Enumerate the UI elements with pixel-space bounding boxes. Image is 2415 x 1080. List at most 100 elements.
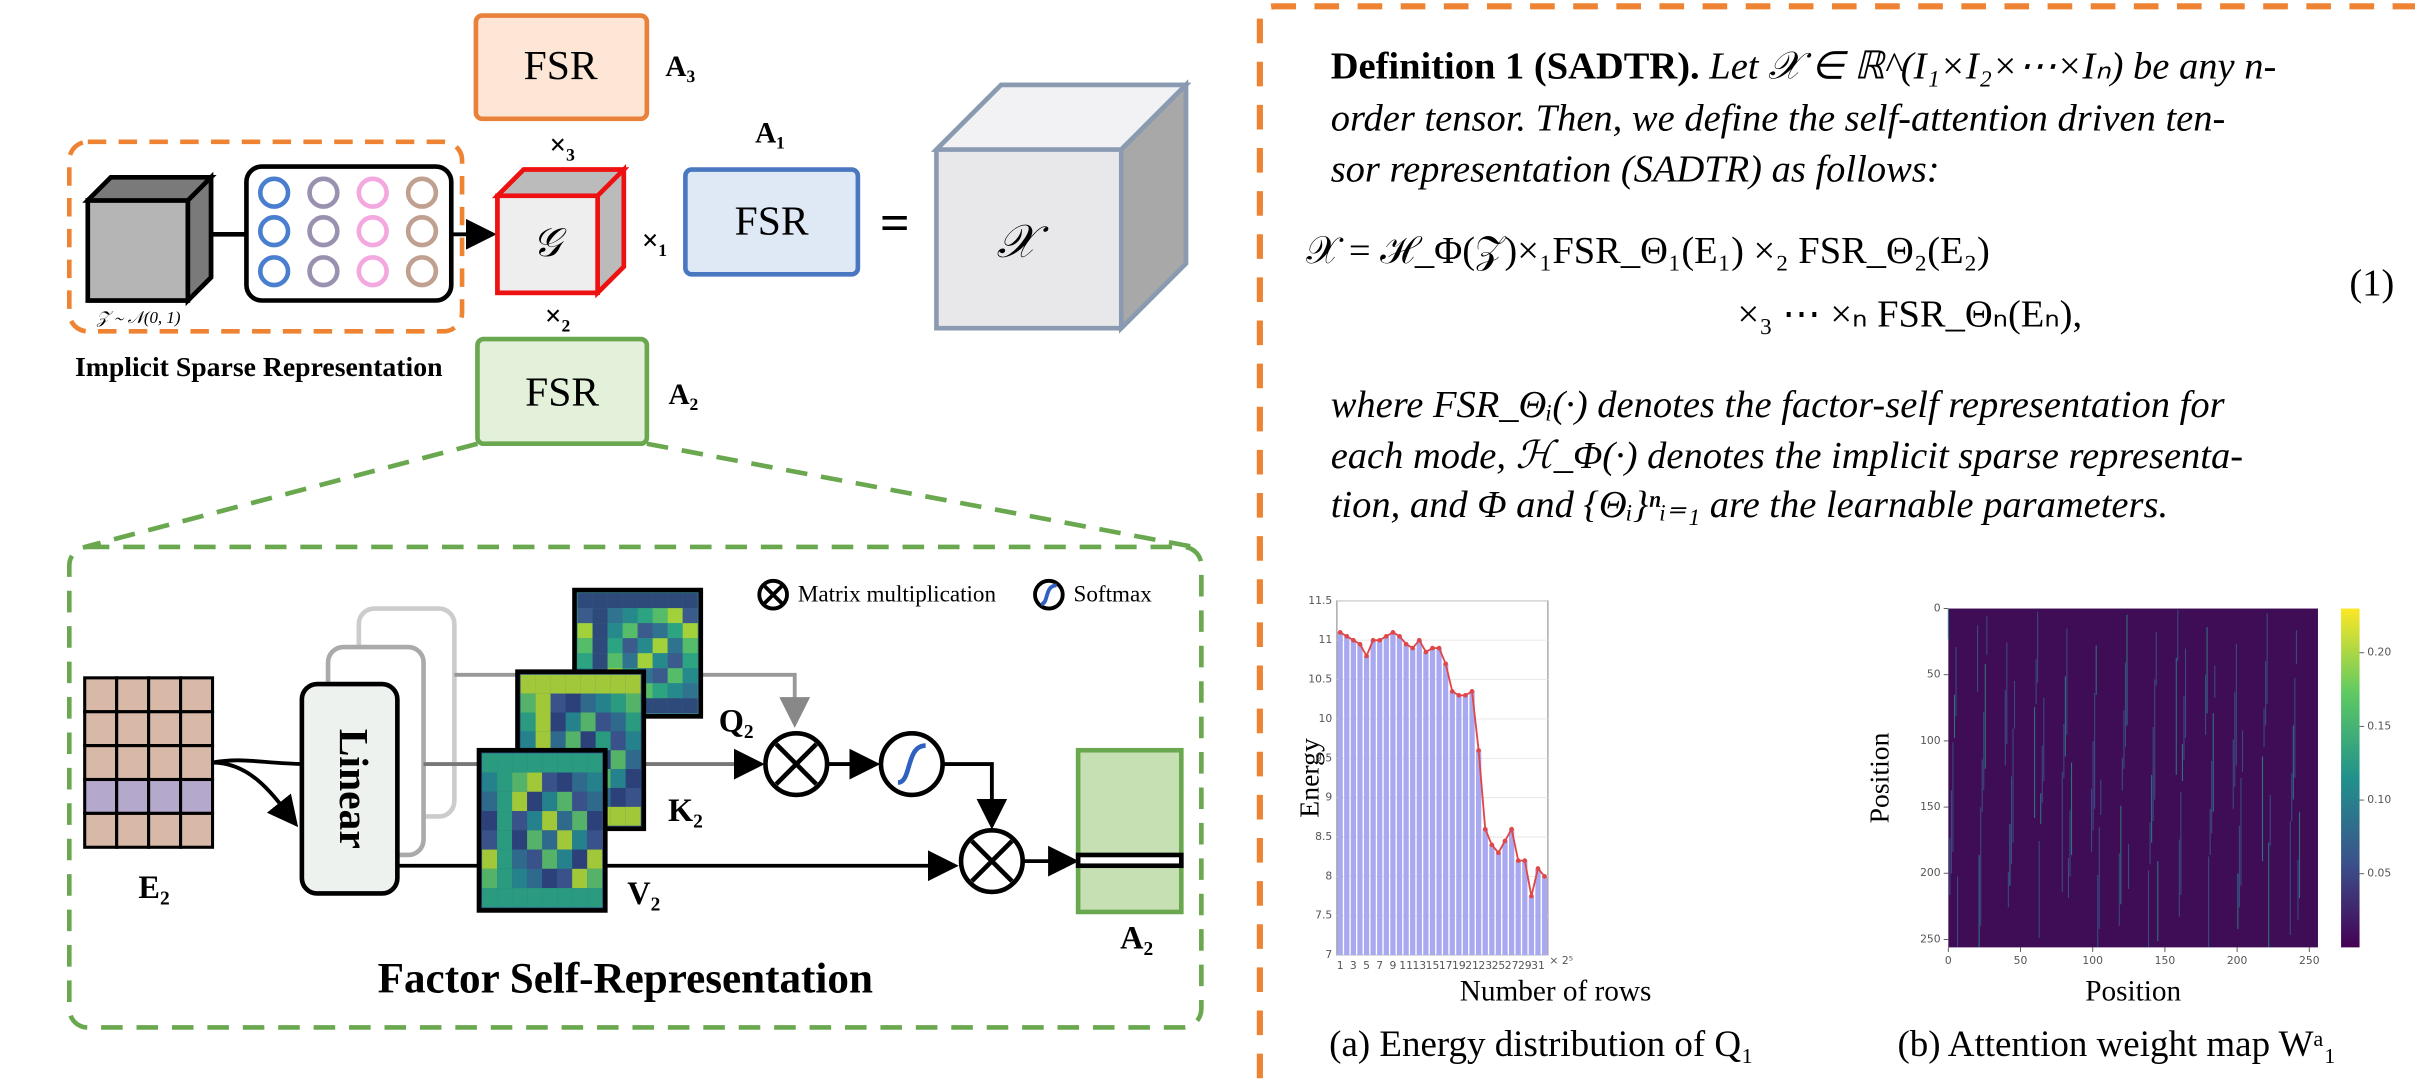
- y-tick-label: 9: [1325, 791, 1332, 804]
- feature-pixel: [611, 694, 626, 713]
- x-tick-label: 150: [2155, 954, 2176, 967]
- caption: (b) Attention weight map Wᵃ₁: [1898, 1023, 2337, 1065]
- feature-pixel: [626, 694, 641, 713]
- y-axis-label: Position: [1863, 732, 1894, 823]
- bar: [1344, 636, 1349, 955]
- feature-pixel: [512, 830, 527, 849]
- matrix-cell: [117, 813, 149, 847]
- feature-pixel: [557, 888, 572, 907]
- y-tick-label: 200: [1920, 866, 1941, 879]
- definition-heading: Definition 1 (SADTR).: [1331, 45, 1700, 87]
- feature-pixel: [566, 731, 581, 750]
- feature-pixel: [542, 830, 557, 849]
- feature-pixel: [482, 850, 497, 869]
- feature-pixel: [557, 830, 572, 849]
- bar: [1417, 640, 1422, 955]
- v-label: V₂: [627, 875, 660, 911]
- feature-pixel: [668, 638, 683, 653]
- matrix-cell: [117, 779, 149, 813]
- bar: [1436, 648, 1441, 955]
- output-matrix: [1078, 750, 1181, 912]
- feature-pixel: [572, 811, 587, 830]
- point: [1522, 858, 1527, 863]
- input-matrix: [85, 678, 213, 847]
- x-tick-label: 250: [2299, 954, 2320, 967]
- y-tick-label: 11: [1319, 633, 1333, 646]
- feature-pixel: [638, 638, 653, 653]
- feature-pixel: [593, 608, 608, 623]
- feature-pixel: [521, 694, 536, 713]
- colorbar-tick-label: 0.20: [2367, 646, 2391, 659]
- fsr-label: FSR: [525, 369, 599, 415]
- feature-pixel: [542, 811, 557, 830]
- feature-pixel: [626, 807, 641, 826]
- feature-pixel: [587, 869, 602, 888]
- feature-pixel: [683, 698, 698, 713]
- feature-pixel: [596, 694, 611, 713]
- feature-pixel: [611, 807, 626, 826]
- bar: [1542, 876, 1547, 955]
- feature-pixel: [566, 675, 581, 694]
- feature-pixel: [653, 698, 668, 713]
- definition-line: Let 𝒳 ∈ ℝ^(I₁×I₂×⋯×Iₙ) be any n-: [1708, 45, 2276, 87]
- bar: [1390, 632, 1395, 955]
- point: [1384, 634, 1389, 639]
- feature-pixel: [611, 675, 626, 694]
- y-tick-label: 8: [1325, 869, 1332, 882]
- feature-pixel: [611, 713, 626, 732]
- feature-pixel: [587, 811, 602, 830]
- feature-pixel: [578, 653, 593, 668]
- feature-pixel: [626, 769, 641, 788]
- matrix-cell: [117, 746, 149, 780]
- x-unit: × 2⁵: [1549, 954, 1573, 967]
- feature-pixel: [593, 593, 608, 608]
- point: [1391, 630, 1396, 635]
- equation: ×₃ ⋯ ×ₙ FSR_Θₙ(Eₙ),: [1738, 293, 2083, 335]
- feature-pixel: [608, 623, 623, 638]
- page: {"isr":{"label":"Implicit Sparse Represe…: [0, 0, 2415, 1080]
- colorbar-tick-label: 0.10: [2367, 793, 2391, 806]
- matrix-cell: [117, 678, 149, 712]
- feature-pixel: [611, 731, 626, 750]
- feature-pixel: [527, 850, 542, 869]
- point: [1457, 693, 1462, 698]
- feature-pixel: [482, 830, 497, 849]
- feature-pixel: [623, 653, 638, 668]
- fsr-name: A₃: [665, 51, 695, 83]
- k-label: K₂: [668, 792, 703, 828]
- feature-pixel: [578, 608, 593, 623]
- feature-pixel: [638, 653, 653, 668]
- feature-pixel: [566, 694, 581, 713]
- equation: 𝒳 = ℋ_Φ(𝒵)×₁FSR_Θ₁(E₁) ×₂ FSR_Θ₂(E₂): [1306, 230, 1990, 272]
- y-tick-label: 7.5: [1315, 909, 1332, 922]
- y-tick-label: 7: [1325, 948, 1332, 961]
- feature-pixel: [512, 753, 527, 772]
- point: [1410, 646, 1415, 651]
- feature-pixel: [572, 869, 587, 888]
- bar: [1351, 640, 1356, 955]
- x-tick-label: 15: [1426, 959, 1440, 972]
- feature-pixel: [587, 773, 602, 792]
- feature-pixel: [581, 694, 596, 713]
- feature-pixel: [608, 608, 623, 623]
- feature-pixel: [626, 750, 641, 769]
- point: [1529, 894, 1534, 899]
- matrix-cell: [117, 712, 149, 746]
- point: [1404, 642, 1409, 647]
- matrix-cell: [181, 678, 213, 712]
- x-axis-label: Position: [2085, 975, 2181, 1007]
- feature-pixel: [683, 668, 698, 683]
- matrix-cell: [85, 746, 117, 780]
- feature-pixel: [623, 593, 638, 608]
- bar: [1469, 691, 1474, 955]
- point: [1371, 638, 1376, 643]
- feature-pixel: [572, 773, 587, 792]
- point: [1463, 693, 1468, 698]
- feature-pixel: [497, 830, 512, 849]
- feature-pixel: [521, 731, 536, 750]
- point: [1490, 843, 1495, 848]
- bar: [1371, 640, 1376, 955]
- bar: [1410, 648, 1415, 955]
- feature-pixel: [497, 869, 512, 888]
- feature-pixel: [638, 608, 653, 623]
